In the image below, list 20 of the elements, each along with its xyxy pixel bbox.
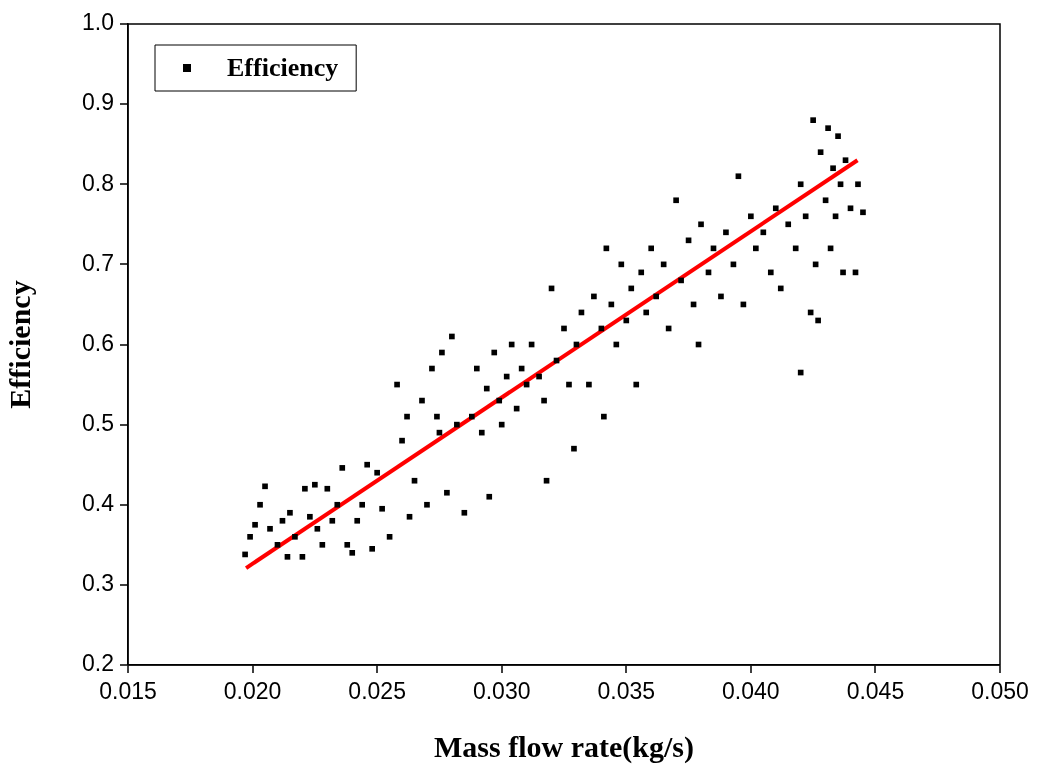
x-axis-title: Mass flow rate(kg/s) bbox=[434, 729, 694, 764]
y-axis-title: Efficiency bbox=[2, 280, 36, 409]
y-tick-label: 0.4 bbox=[82, 490, 115, 517]
x-tick-label: 0.035 bbox=[597, 678, 656, 705]
x-tick-label: 0.015 bbox=[99, 678, 157, 705]
y-tick-label: 0.3 bbox=[82, 570, 114, 597]
legend-label: Efficiency bbox=[227, 52, 339, 82]
x-tick-label: 0.030 bbox=[472, 678, 531, 705]
y-tick-label: 0.9 bbox=[82, 89, 114, 116]
y-tick-label: 0.6 bbox=[82, 329, 114, 356]
y-tick-label: 0.5 bbox=[82, 409, 114, 436]
y-tick-label: 0.8 bbox=[82, 169, 114, 196]
y-tick-label: 0.2 bbox=[82, 650, 114, 677]
y-tick-label: 0.7 bbox=[82, 249, 114, 276]
y-tick-label: 1.0 bbox=[82, 9, 114, 36]
x-tick-label: 0.040 bbox=[722, 678, 780, 705]
x-tick-label: 0.025 bbox=[348, 678, 406, 705]
x-tick-label: 0.020 bbox=[223, 678, 282, 705]
x-tick-label: 0.050 bbox=[971, 678, 1029, 705]
x-tick-label: 0.045 bbox=[846, 678, 905, 705]
